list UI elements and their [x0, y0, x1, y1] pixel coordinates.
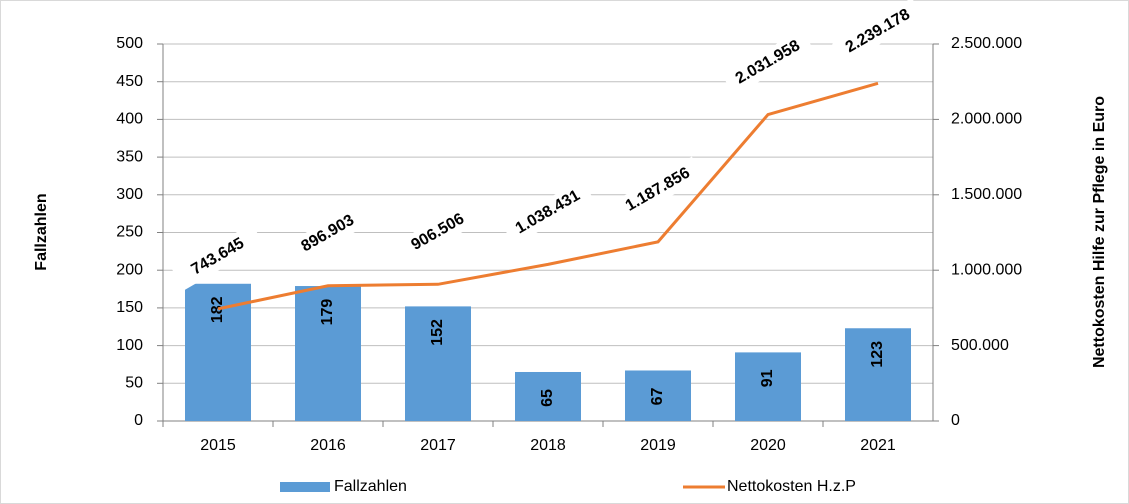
bar-label: 179 [319, 299, 336, 326]
x-tick-label: 2018 [530, 437, 566, 454]
line [217, 81, 879, 311]
line-label-bg [722, 29, 814, 96]
bar [185, 283, 251, 421]
bar [735, 352, 801, 421]
line-label-bg [502, 179, 594, 246]
y-tick-label: 400 [116, 111, 143, 128]
legend-label: Fallzahlen [334, 478, 407, 495]
y2-tick-label: 0 [951, 412, 960, 429]
line-label-bg [172, 223, 264, 291]
bar [515, 371, 581, 421]
y-tick-label: 200 [116, 261, 143, 278]
bar-label: 91 [759, 369, 776, 387]
x-tick-label: 2021 [860, 437, 896, 454]
y-axis-title: Fallzahlen [33, 193, 50, 270]
legend-swatch [280, 482, 330, 492]
bar-label: 65 [539, 389, 556, 407]
y-tick-label: 150 [116, 299, 143, 316]
y2-axis-title: Nettokosten Hilfe zur Pflege in Euro [1091, 96, 1108, 368]
legend-label: Nettokosten H.z.P [727, 478, 856, 495]
bar [625, 370, 691, 421]
bar [405, 306, 471, 421]
y-tick-label: 500 [116, 35, 143, 52]
bar [845, 328, 911, 421]
bar-label: 67 [649, 387, 666, 405]
bar-label: 182 [209, 296, 226, 323]
y2-tick-label: 1.500.000 [951, 186, 1022, 203]
y-tick-label: 50 [125, 375, 143, 392]
x-tick-label: 2016 [310, 437, 346, 454]
x-tick-label: 2019 [640, 437, 676, 454]
y2-tick-label: 500.000 [951, 337, 1009, 354]
x-tick-label: 2017 [420, 437, 456, 454]
bar-label: 123 [869, 341, 886, 368]
y-tick-label: 300 [116, 186, 143, 203]
line-label-bg [392, 198, 484, 266]
x-tick-label: 2015 [200, 437, 236, 454]
y-tick-label: 0 [134, 412, 143, 429]
y-tick-label: 350 [116, 148, 143, 165]
line-label-bg [282, 200, 374, 268]
y-tick-label: 250 [116, 224, 143, 241]
y-tick-label: 450 [116, 73, 143, 90]
bar-label: 152 [429, 319, 446, 346]
line-label-bg [612, 156, 704, 224]
y2-tick-label: 1.000.000 [951, 261, 1022, 278]
y-tick-label: 100 [116, 337, 143, 354]
line-label-bg [832, 0, 924, 65]
y2-tick-label: 2.000.000 [951, 111, 1022, 128]
y2-tick-label: 2.500.000 [951, 35, 1022, 52]
x-tick-label: 2020 [750, 437, 786, 454]
bar [295, 286, 361, 421]
